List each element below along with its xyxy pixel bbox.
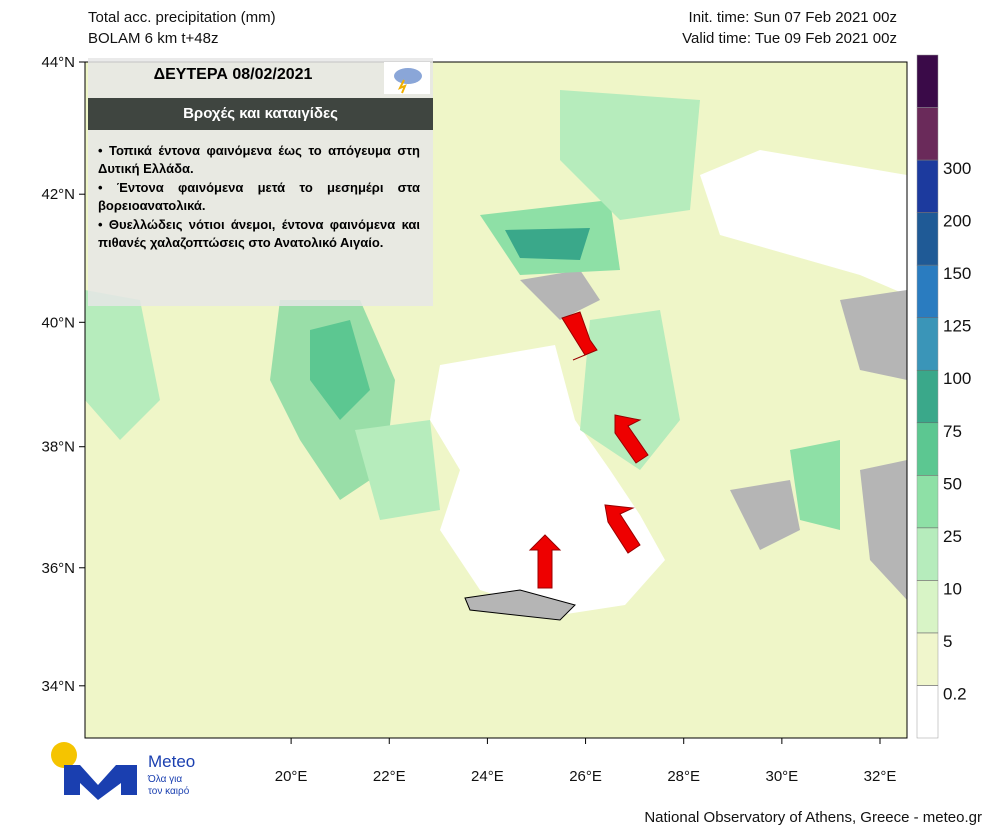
land-gray [730,480,800,550]
colorbar-label: 200 [943,212,971,231]
colorbar-swatch [916,107,939,161]
header-title: Total acc. precipitation (mm) [88,9,276,26]
forecast-box: ΔΕΥΤΕΡΑ 08/02/2021 Βροχές και καταιγίδες… [88,58,433,306]
weather-icon [384,62,430,94]
forecast-headline: Βροχές και καταιγίδες [88,98,433,130]
lon-label: 32°E [864,768,897,785]
lon-label: 22°E [373,768,406,785]
land-gray [520,270,600,320]
valid-time: Valid time: Tue 09 Feb 2021 00z [682,30,897,47]
colorbar-label: 300 [943,159,971,178]
rain-area [580,310,680,470]
logo-m [64,765,137,800]
aegean [430,345,665,615]
map-area [84,61,908,739]
colorbar-swatch [916,475,939,529]
lon-label: 28°E [667,768,700,785]
colorbar-label: 150 [943,264,971,283]
lon-label: 26°E [569,768,602,785]
bullet: • Τοπικά έντονα φαινόμενα έως το απόγευμ… [98,143,420,176]
colorbar-swatch [916,422,939,476]
colorbar-label: 25 [943,527,962,546]
map-frame [84,61,908,739]
header-model: BOLAM 6 km t+48z [88,30,218,47]
colorbar: 0.2 5 10 25 50 75 100 125 150 200 300 [916,54,971,739]
colorbar-swatch [916,317,939,371]
arrow [528,534,562,589]
colorbar-swatch [916,685,939,739]
colorbar-label: 50 [943,474,962,493]
arrow [614,414,649,464]
forecast-day: ΔΕΥΤΕΡΑ 08/02/2021 [153,66,313,83]
axes: 44°N 42°N 40°N 38°N 36°N 34°N 20°E 22°E 24°E 26°E… [41,54,896,785]
colorbar-swatch [916,527,939,581]
colorbar-label: 10 [943,579,962,598]
lon-label: 20°E [275,768,308,785]
bullet: • Έντονα φαινόμενα μετά το μεσημέρι στα … [98,180,420,213]
logo-name: Meteo [148,752,195,771]
arrow [561,311,598,361]
colorbar-label: 125 [943,317,971,336]
rain-area [790,440,840,530]
colorbar-swatch [916,264,939,318]
arrow [604,504,641,554]
footer: National Observatory of Athens, Greece -… [644,809,982,826]
colorbar-swatch [916,159,939,213]
init-time: Init. time: Sun 07 Feb 2021 00z [689,9,897,26]
lat-label: 36°N [41,560,75,577]
land-gray [860,460,907,600]
rain-area [505,228,590,260]
lat-label: 42°N [41,186,75,203]
lat-label: 40°N [41,314,75,331]
logo-tagline: τον καιρό [148,785,190,797]
forecast-bullets: • Τοπικά έντονα φαινόμενα έως το απόγευμ… [98,142,420,253]
colorbar-label: 75 [943,422,962,441]
logo-tagline: Όλα για [147,774,182,785]
colorbar-swatch [916,632,939,686]
colorbar-swatch [916,580,939,634]
colorbar-swatch [916,212,939,266]
lat-label: 44°N [41,54,75,71]
land-gray [840,290,907,380]
bullet: • Θυελλώδεις νότιοι άνεμοι, έντονα φαινό… [98,217,420,250]
rain-area [85,290,160,440]
lon-label: 24°E [471,768,504,785]
lat-label: 38°N [41,439,75,456]
colorbar-swatch [916,54,939,108]
lon-label: 30°E [766,768,799,785]
logo-sun [51,742,77,768]
logo: Meteo Όλα για τον καιρό [51,742,195,800]
lat-label: 34°N [41,678,75,695]
black-sea [700,150,907,295]
colorbar-label: 0.2 [943,684,967,703]
rain-area [310,320,370,420]
rain-area [560,90,700,220]
rain-area [355,420,440,520]
colorbar-swatch [916,369,939,424]
crete [464,589,576,621]
colorbar-label: 100 [943,369,971,388]
colorbar-label: 5 [943,632,952,651]
